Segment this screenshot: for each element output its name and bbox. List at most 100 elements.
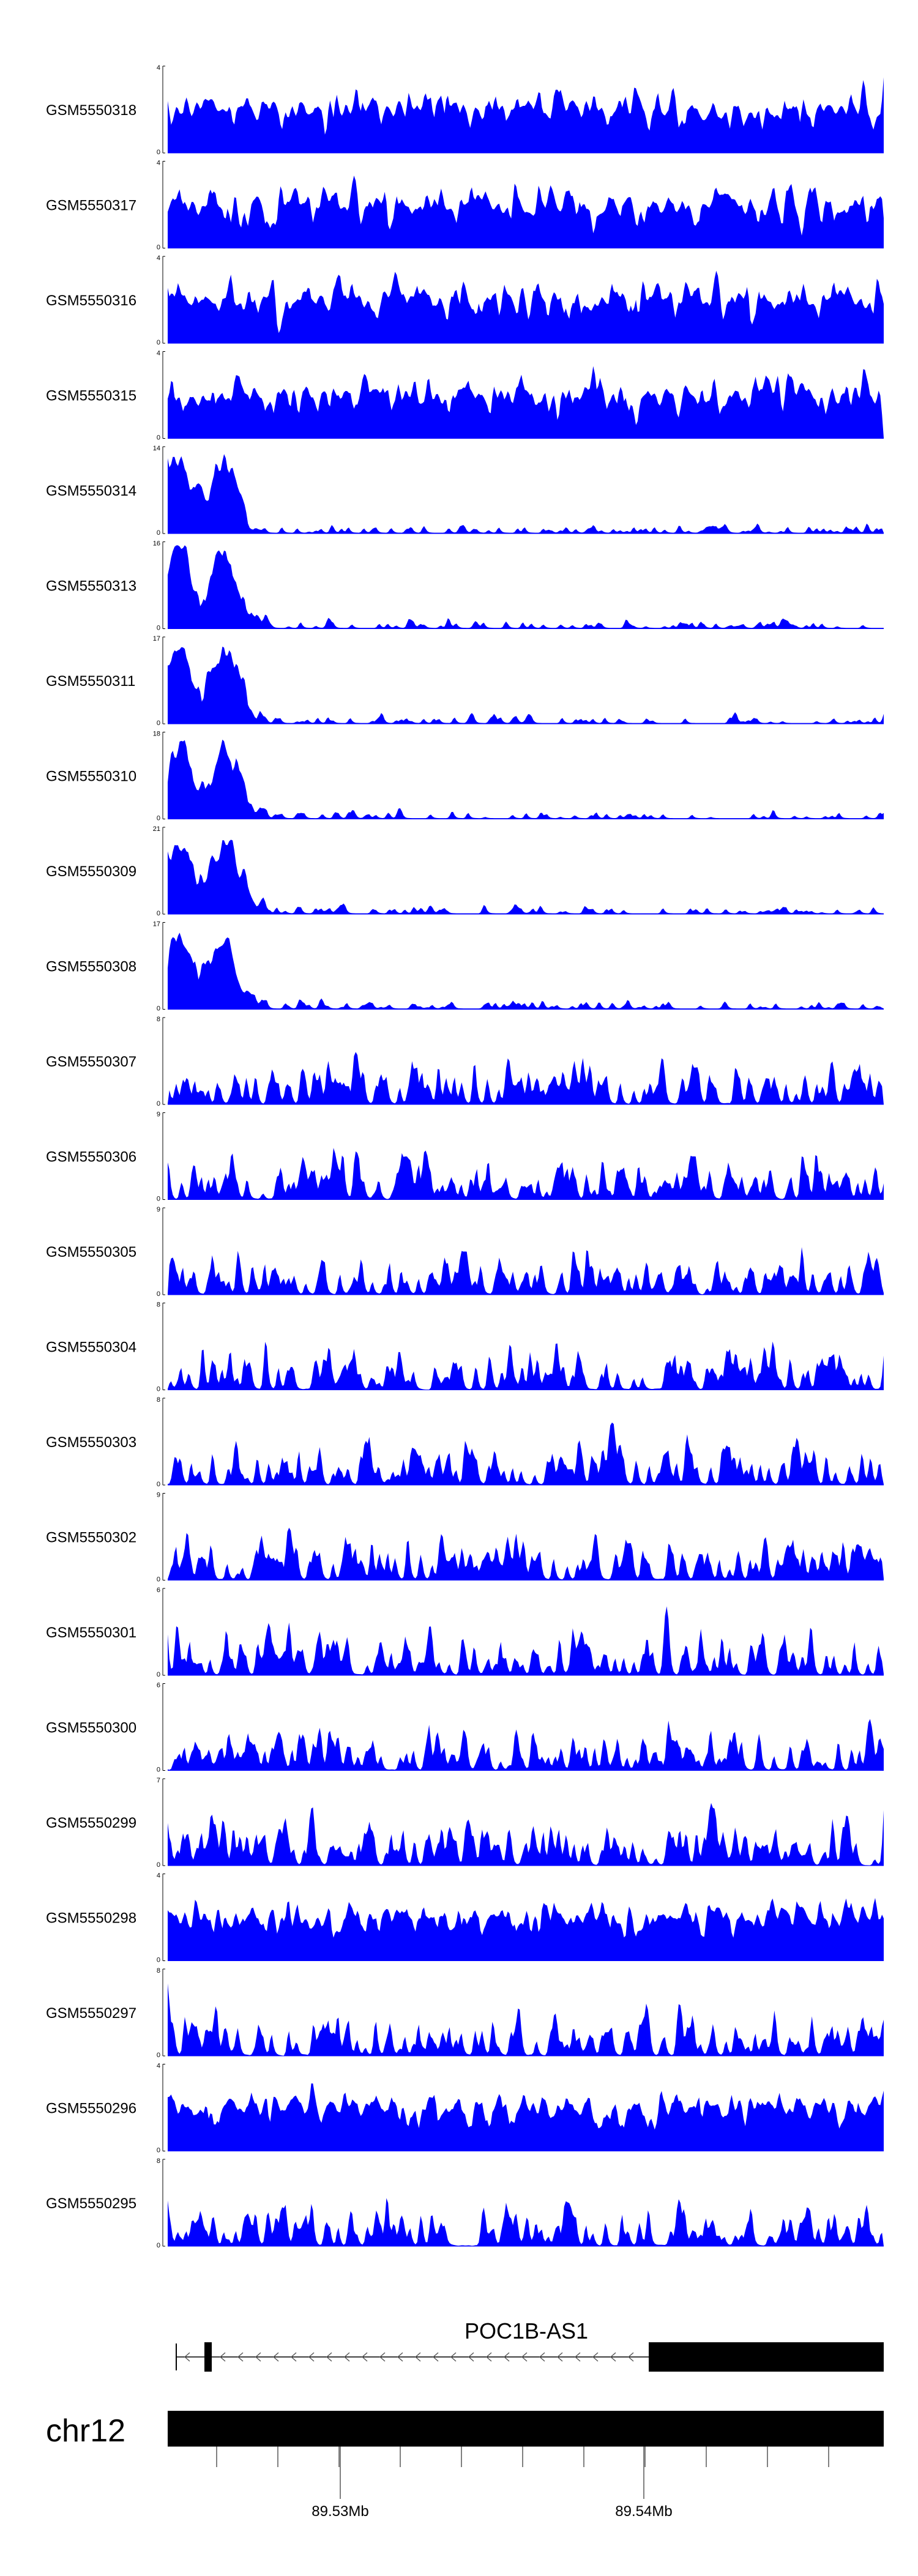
track-ymax-label: 17 (153, 921, 160, 928)
track-ymin-label: 0 (157, 1957, 160, 1964)
track-label: GSM5550304 (46, 1339, 136, 1356)
track-label: GSM5550308 (46, 959, 136, 975)
track-signal-area (168, 454, 884, 534)
track-label: GSM5550298 (46, 1910, 136, 1927)
gene-strand-arrow (343, 2352, 350, 2362)
gene-strand-arrow (414, 2352, 421, 2362)
gene-strand-arrow (468, 2352, 474, 2362)
track-label: GSM5550300 (46, 1720, 136, 1737)
track-GSM5550305: GSM5550305 9 0 (46, 1206, 884, 1298)
gene-strand-arrow (539, 2352, 545, 2362)
gene-exon (649, 2342, 884, 2372)
track-GSM5550297: GSM5550297 8 0 (46, 1967, 884, 2059)
gene-annotation-track: POC1B-AS1 (176, 2318, 884, 2372)
track-label: GSM5550314 (46, 483, 136, 499)
track-GSM5550311: GSM5550311 17 0 (46, 635, 884, 727)
track-signal-area (168, 1527, 884, 1580)
gene-strand-arrow (432, 2352, 439, 2362)
track-label: GSM5550305 (46, 1244, 136, 1260)
track-signal-area (168, 1341, 884, 1390)
gene-strand-arrow (556, 2352, 563, 2362)
signal-tracks: GSM555031840GSM555031740GSM555031640GSM5… (46, 64, 884, 2249)
track-signal-area (168, 2198, 884, 2246)
track-GSM5550315: GSM5550315 4 0 (46, 350, 884, 442)
gene-label: POC1B-AS1 (465, 2318, 588, 2343)
track-ymax-label: 9 (157, 1492, 160, 1499)
track-signal-area (168, 366, 884, 439)
track-label: GSM5550317 (46, 198, 136, 214)
track-signal-area (168, 270, 884, 343)
track-ymin-label: 0 (157, 529, 160, 537)
track-ymin-label: 0 (157, 1005, 160, 1013)
track-signal-area (168, 1803, 884, 1866)
track-ymax-label: 4 (157, 1872, 160, 1880)
track-ymin-label: 0 (157, 1766, 160, 1774)
track-signal-area (168, 176, 884, 248)
track-label: GSM5550318 (46, 102, 136, 119)
track-ymin-label: 0 (157, 434, 160, 442)
track-label: GSM5550310 (46, 769, 136, 785)
track-ymin-label: 0 (157, 2147, 160, 2154)
track-ymax-label: 6 (157, 1587, 160, 1594)
gene-strand-arrow (627, 2352, 634, 2362)
track-ymax-label: 4 (157, 255, 160, 262)
gene-strand-arrow (361, 2352, 368, 2362)
track-ymin-label: 0 (157, 720, 160, 727)
gene-strand-arrow (290, 2352, 297, 2362)
track-signal-area (168, 839, 884, 914)
track-ymax-label: 8 (157, 2157, 160, 2165)
axis-tick-label: 89.54Mb (615, 2503, 672, 2520)
track-ymin-label: 0 (157, 1481, 160, 1488)
gene-exon (204, 2342, 212, 2372)
chromosome-ideogram (168, 2411, 884, 2446)
chromosome-track: chr12 89.53Mb 89.54Mb (46, 2411, 884, 2520)
track-label: GSM5550303 (46, 1434, 136, 1451)
track-ymax-label: 8 (157, 1301, 160, 1309)
track-signal-area (168, 739, 884, 819)
track-label: GSM5550297 (46, 2005, 136, 2022)
track-signal-area (168, 1148, 884, 1200)
track-GSM5550303: GSM5550303 8 0 (46, 1396, 884, 1488)
gene-strand-arrow (308, 2352, 315, 2362)
gene-strand-arrow (237, 2352, 244, 2362)
track-signal-area (168, 1606, 884, 1675)
gene-model (176, 2342, 884, 2372)
track-label: GSM5550295 (46, 2195, 136, 2212)
track-ymin-label: 0 (157, 1290, 160, 1298)
track-ymax-label: 18 (153, 731, 160, 738)
track-GSM5550314: GSM5550314 14 0 (46, 445, 884, 537)
track-GSM5550302: GSM5550302 9 0 (46, 1492, 884, 1584)
track-label: GSM5550311 (46, 673, 135, 690)
gene-strand-arrow (503, 2352, 510, 2362)
track-signal-area (168, 1719, 884, 1771)
track-ymin-label: 0 (157, 339, 160, 346)
gene-strand-arrow (521, 2352, 528, 2362)
track-signal-area (168, 1247, 884, 1295)
track-GSM5550313: GSM5550313 16 0 (46, 540, 884, 632)
track-GSM5550309: GSM5550309 21 0 (46, 825, 884, 917)
chromosome-label: chr12 (46, 2413, 125, 2449)
track-ymin-label: 0 (157, 2242, 160, 2249)
track-ymin-label: 0 (157, 1861, 160, 1869)
track-GSM5550318: GSM5550318 4 0 (46, 64, 884, 156)
track-GSM5550307: GSM5550307 8 0 (46, 1016, 884, 1107)
track-label: GSM5550299 (46, 1815, 136, 1831)
gene-strand-arrow (272, 2352, 279, 2362)
track-label: GSM5550296 (46, 2101, 136, 2117)
track-ymax-label: 7 (157, 1777, 160, 1784)
track-signal-area (168, 932, 884, 1010)
track-ymin-label: 0 (157, 1386, 160, 1393)
gene-strand-arrow (397, 2352, 403, 2362)
track-label: GSM5550315 (46, 388, 136, 404)
track-GSM5550316: GSM5550316 4 0 (46, 255, 884, 346)
track-GSM5550299: GSM5550299 7 0 (46, 1777, 884, 1869)
track-GSM5550295: GSM5550295 8 0 (46, 2157, 884, 2249)
gene-strand-arrow (610, 2352, 616, 2362)
track-ymax-label: 4 (157, 64, 160, 72)
track-signal-area (168, 1983, 884, 2056)
track-ymin-label: 0 (157, 1576, 160, 1584)
gene-strand-arrow (485, 2352, 492, 2362)
track-label: GSM5550309 (46, 863, 136, 880)
track-ymin-label: 0 (157, 815, 160, 822)
